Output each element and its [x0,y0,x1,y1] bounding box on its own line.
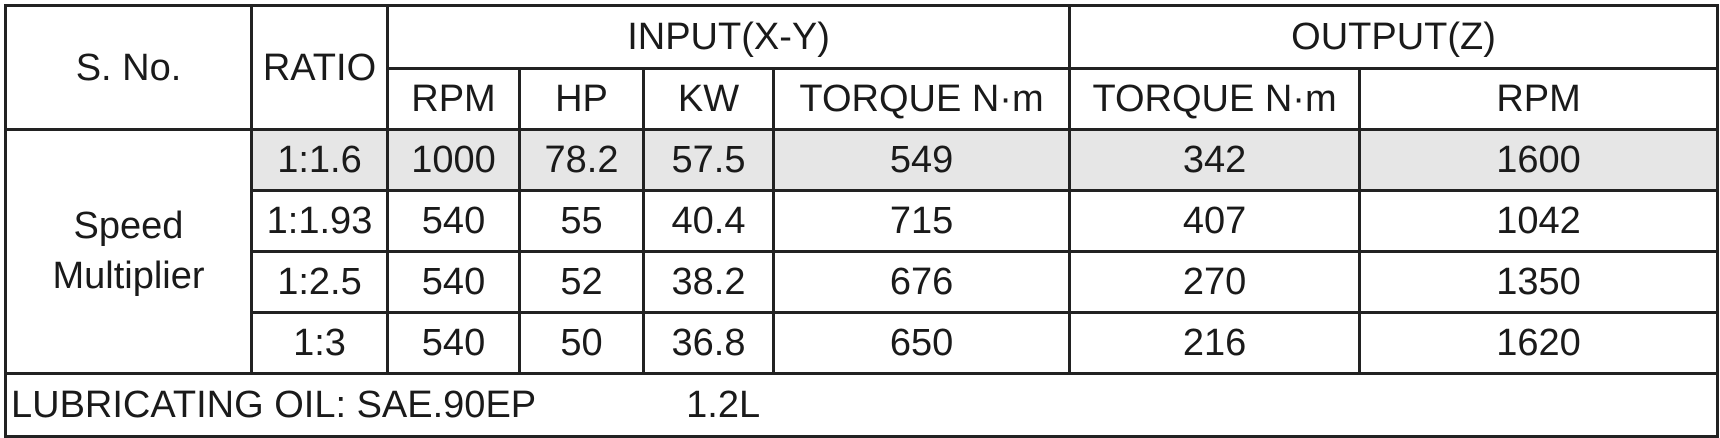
header-input-rpm: RPM [386,67,521,131]
cell-ratio: 1:1.93 [250,189,389,253]
cell-input-kw: 40.4 [642,189,775,253]
cell-input-rpm: 540 [386,189,521,253]
group-label-cell: Speed Multiplier [4,128,253,375]
cell-output-torque: 216 [1068,311,1362,375]
footer-cell: LUBRICATING OIL: SAE.90EP 1.2L [3,372,1720,438]
group-label-line1: Speed [73,205,184,248]
table-row: 1:3 540 50 36.8 650 216 1620 [6,311,1720,375]
cell-input-hp: 50 [518,311,645,375]
spec-table: S. No. RATIO INPUT(X-Y) OUTPUT(Z) RPM HP… [3,4,1720,438]
header-sno: S. No. [4,4,253,131]
header-input-group: INPUT(X-Y) [385,4,1072,70]
table-row: Speed Multiplier 1:1.6 1000 78.2 57.5 54… [4,128,1720,375]
cell-output-torque: 342 [1068,128,1362,192]
oil-label: LUBRICATING OIL: SAE.90EP [11,384,537,426]
header-input-kw: KW [642,67,775,131]
header-output-rpm: RPM [1358,67,1720,131]
cell-input-hp: 52 [518,250,645,314]
cell-input-rpm: 1000 [386,128,521,192]
header-row-1: S. No. RATIO INPUT(X-Y) OUTPUT(Z) [4,4,1720,131]
oil-value: 1.2L [686,384,761,426]
cell-input-rpm: 540 [386,311,521,375]
cell-output-rpm: 1350 [1358,250,1720,314]
cell-input-kw: 36.8 [642,311,775,375]
footer-row: LUBRICATING OIL: SAE.90EP 1.2L [3,372,1720,438]
table-row: 1:1.93 540 55 40.4 715 407 1042 [6,189,1720,253]
table-row: 1:2.5 540 52 38.2 676 270 1350 [6,250,1720,314]
cell-input-hp: 78.2 [518,128,645,192]
cell-input-torque: 650 [771,311,1072,375]
cell-output-rpm: 1620 [1358,311,1720,375]
header-output-torque: TORQUE N·m [1068,67,1362,131]
header-input-hp: HP [518,67,645,131]
header-row-2: RPM HP KW TORQUE N·m TORQUE N·m RPM [6,67,1720,131]
header-ratio: RATIO [250,4,389,131]
cell-input-torque: 676 [771,250,1072,314]
cell-input-kw: 57.5 [642,128,775,192]
cell-input-kw: 38.2 [642,250,775,314]
cell-ratio: 1:2.5 [250,250,389,314]
cell-output-torque: 270 [1068,250,1362,314]
cell-ratio: 1:1.6 [250,128,389,192]
cell-input-rpm: 540 [386,250,521,314]
group-label-line2: Multiplier [52,254,205,297]
cell-input-hp: 55 [518,189,645,253]
cell-output-torque: 407 [1068,189,1362,253]
cell-input-torque: 715 [771,189,1072,253]
header-output-group: OUTPUT(Z) [1068,4,1720,70]
cell-output-rpm: 1600 [1358,128,1720,192]
header-input-torque: TORQUE N·m [771,67,1072,131]
cell-output-rpm: 1042 [1358,189,1720,253]
cell-input-torque: 549 [771,128,1072,192]
cell-ratio: 1:3 [250,311,389,375]
